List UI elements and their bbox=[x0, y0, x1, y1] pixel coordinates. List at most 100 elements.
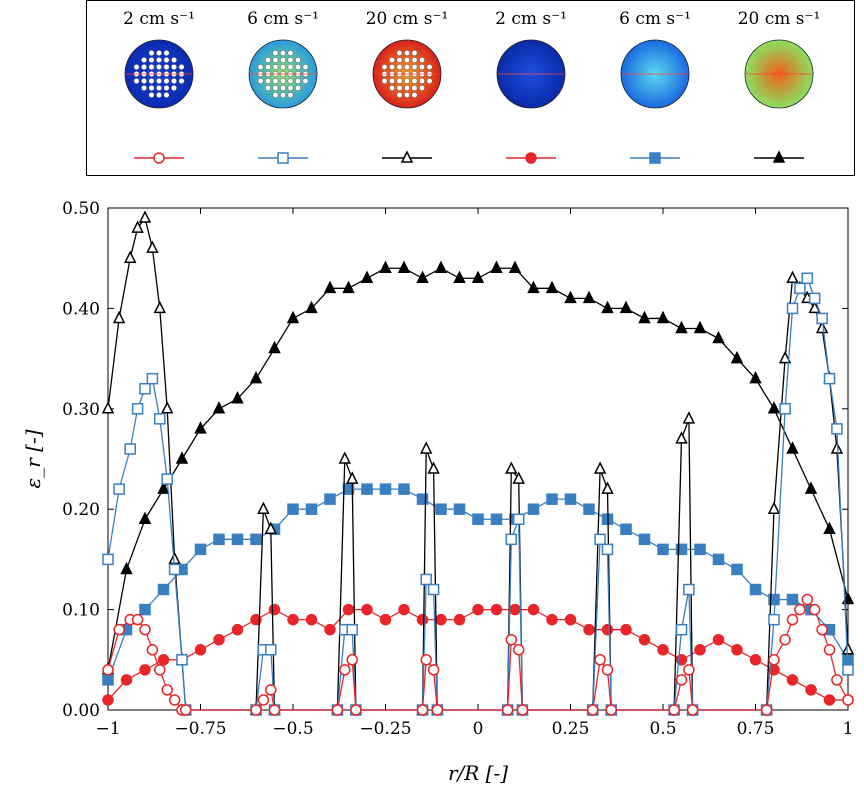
data-point bbox=[268, 340, 281, 354]
data-point bbox=[786, 613, 799, 626]
data-point bbox=[431, 704, 444, 716]
tube-hole bbox=[396, 85, 403, 91]
data-point bbox=[583, 623, 595, 636]
tube-hole bbox=[171, 57, 177, 63]
data-point bbox=[605, 704, 617, 716]
tube-hole bbox=[156, 64, 162, 70]
data-point bbox=[512, 513, 525, 525]
data-point bbox=[120, 561, 133, 575]
tube-hole bbox=[287, 92, 294, 98]
data-point bbox=[265, 644, 277, 656]
y-tick-label: 0.10 bbox=[62, 601, 100, 621]
tube-hole bbox=[163, 64, 170, 70]
data-point bbox=[823, 694, 836, 706]
legend-label: 6 cm s⁻¹ bbox=[619, 9, 691, 29]
tube-hole bbox=[381, 78, 388, 84]
data-point bbox=[683, 664, 695, 676]
tube-hole bbox=[396, 50, 403, 56]
data-point bbox=[231, 623, 244, 636]
data-point bbox=[594, 533, 606, 546]
data-point bbox=[816, 312, 828, 325]
data-point bbox=[213, 533, 225, 546]
data-point bbox=[268, 603, 281, 616]
tube-hole bbox=[389, 85, 395, 91]
data-point bbox=[194, 543, 207, 556]
data-point bbox=[324, 493, 336, 505]
tube-hole bbox=[404, 78, 410, 84]
data-point bbox=[339, 664, 351, 676]
data-point bbox=[257, 501, 270, 514]
tube-hole bbox=[265, 57, 271, 63]
legend-disc-image bbox=[372, 39, 442, 109]
data-point bbox=[694, 644, 706, 656]
data-point bbox=[398, 603, 410, 616]
tube-hole bbox=[411, 57, 418, 63]
data-point bbox=[124, 443, 136, 455]
tube-hole bbox=[280, 78, 286, 84]
tube-hole bbox=[295, 64, 301, 70]
data-point bbox=[823, 644, 836, 656]
data-point bbox=[546, 613, 558, 626]
legend-label: 2 cm s⁻¹ bbox=[123, 9, 195, 29]
data-point bbox=[767, 501, 781, 514]
x-tick-label: 0.25 bbox=[552, 719, 590, 739]
data-point bbox=[102, 553, 114, 566]
data-point bbox=[801, 272, 814, 285]
data-point bbox=[749, 583, 762, 596]
x-tick-label: −0.75 bbox=[174, 719, 226, 739]
y-tick-label: 0.40 bbox=[62, 299, 100, 319]
data-point bbox=[287, 503, 299, 515]
tube-hole bbox=[287, 78, 294, 84]
tube-hole bbox=[287, 64, 294, 70]
legend-marker-symbol bbox=[525, 152, 537, 164]
data-point bbox=[416, 270, 429, 284]
data-point bbox=[175, 451, 189, 464]
data-point bbox=[779, 633, 791, 646]
legend-marker-symbol bbox=[649, 152, 661, 164]
data-point bbox=[379, 260, 392, 273]
data-point bbox=[305, 613, 318, 626]
data-point bbox=[527, 503, 540, 515]
data-point bbox=[546, 493, 558, 505]
data-point bbox=[778, 350, 792, 364]
data-point bbox=[564, 613, 577, 626]
data-point bbox=[693, 320, 707, 334]
data-point bbox=[801, 593, 814, 606]
data-point bbox=[287, 613, 299, 626]
data-point bbox=[427, 583, 440, 596]
data-point bbox=[601, 481, 614, 494]
data-point bbox=[512, 471, 525, 484]
legend-marker bbox=[382, 150, 432, 163]
data-point bbox=[805, 684, 817, 696]
data-point bbox=[154, 664, 166, 676]
legend-disc-image bbox=[248, 39, 318, 109]
data-point bbox=[157, 481, 170, 494]
data-point bbox=[601, 623, 614, 636]
data-point bbox=[808, 300, 821, 314]
data-point bbox=[731, 644, 743, 656]
tube-hole bbox=[148, 85, 155, 91]
tube-hole bbox=[389, 64, 395, 70]
tube-hole bbox=[272, 57, 279, 63]
data-point bbox=[657, 644, 669, 656]
data-point bbox=[146, 372, 159, 385]
chart: −1 −0.75 −0.5 −0.25 0 0.25 0.5 0.75 1 0.00 0.10 0.2… bbox=[21, 199, 855, 785]
data-point bbox=[593, 461, 607, 474]
data-point bbox=[816, 623, 828, 636]
tube-hole bbox=[396, 57, 403, 63]
data-point bbox=[112, 310, 126, 324]
data-point bbox=[683, 583, 695, 596]
tube-hole bbox=[272, 92, 279, 98]
tube-hole bbox=[389, 78, 395, 84]
data-point bbox=[231, 391, 244, 404]
data-point bbox=[712, 633, 725, 646]
tube-hole bbox=[411, 64, 418, 70]
data-point bbox=[338, 451, 352, 464]
tube-hole bbox=[156, 92, 162, 98]
tube-hole bbox=[396, 92, 403, 98]
data-point bbox=[420, 573, 432, 586]
data-point bbox=[264, 521, 278, 535]
data-point bbox=[350, 704, 362, 716]
tube-hole bbox=[426, 64, 433, 70]
legend-marker-symbol bbox=[772, 150, 786, 163]
